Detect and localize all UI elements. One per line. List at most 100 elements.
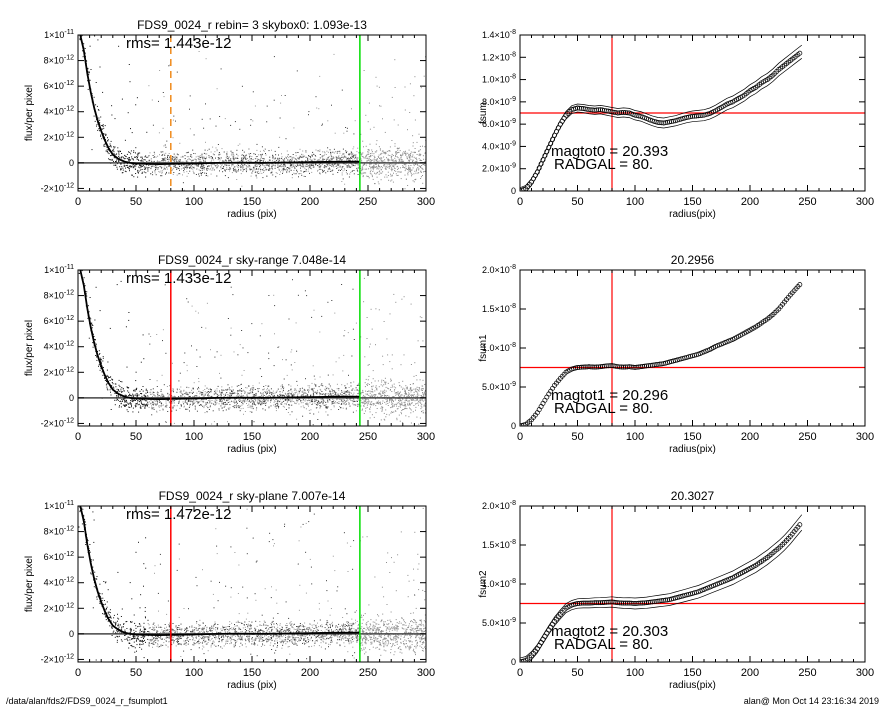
scatter-point (273, 391, 274, 392)
scatter-point (164, 155, 165, 156)
scatter-point (424, 146, 425, 147)
scatter-point (101, 138, 102, 139)
scatter-point (198, 159, 199, 160)
scatter-point (249, 169, 250, 170)
scatter-point (380, 150, 381, 151)
scatter-point (239, 144, 240, 145)
scatter-point (331, 105, 332, 106)
scatter-point (408, 416, 409, 417)
scatter-point (410, 384, 411, 385)
scatter-point (190, 128, 191, 129)
scatter-point (385, 168, 386, 169)
scatter-point (107, 137, 108, 138)
scatter-point (414, 165, 415, 166)
scatter-point (351, 164, 352, 165)
scatter-point (111, 395, 112, 396)
scatter-point (94, 97, 95, 98)
scatter-point (393, 412, 394, 413)
scatter-point (417, 142, 418, 143)
scatter-point (168, 161, 169, 162)
scatter-point (421, 160, 422, 161)
scatter-point (394, 386, 395, 387)
scatter-point (269, 395, 270, 396)
scatter-point (261, 160, 262, 161)
scatter-point (389, 396, 390, 397)
scatter-point (127, 443, 128, 444)
scatter-point (306, 169, 307, 170)
scatter-point (196, 156, 197, 157)
scatter-point (169, 157, 170, 158)
scatter-point (394, 404, 395, 405)
scatter-point (158, 101, 159, 102)
scatter-point (250, 153, 251, 154)
scatter-point (376, 166, 377, 167)
scatter-point (226, 409, 227, 410)
scatter-point (256, 150, 257, 151)
scatter-point (138, 412, 139, 413)
scatter-point (134, 157, 135, 158)
scatter-point (327, 402, 328, 403)
scatter-point (233, 154, 234, 155)
scatter-point (283, 387, 284, 388)
scatter-point (102, 375, 103, 376)
scatter-point (283, 166, 284, 167)
scatter-point (131, 150, 132, 151)
scatter-point (187, 365, 188, 366)
scatter-point (99, 120, 100, 121)
scatter-point (143, 404, 144, 405)
scatter-point (152, 407, 153, 408)
scatter-point (347, 167, 348, 168)
scatter-point (140, 405, 141, 406)
scatter-point (153, 125, 154, 126)
scatter-point (160, 161, 161, 162)
scatter-point (423, 159, 424, 160)
scatter-point (159, 70, 160, 71)
scatter-point (98, 118, 99, 119)
scatter-point (197, 389, 198, 390)
scatter-point (393, 155, 394, 156)
scatter-point (162, 151, 163, 152)
scatter-point (145, 172, 146, 173)
scatter-point (356, 323, 357, 324)
scatter-point (398, 157, 399, 158)
scatter-point (260, 393, 261, 394)
scatter-point (372, 414, 373, 415)
scatter-point (194, 168, 195, 169)
scatter-point (344, 330, 345, 331)
scatter-point (320, 165, 321, 166)
scatter-point (353, 382, 354, 383)
scatter-point (226, 161, 227, 162)
scatter-point (267, 106, 268, 107)
scatter-point (103, 146, 104, 147)
scatter-point (353, 146, 354, 147)
scatter-point (361, 392, 362, 393)
scatter-point (133, 390, 134, 391)
scatter-point (334, 216, 335, 217)
scatter-point (367, 407, 368, 408)
scatter-point (188, 156, 189, 157)
scatter-point (132, 132, 133, 133)
scatter-point (219, 373, 220, 374)
y-tick-label: 8×10-12 (44, 55, 75, 66)
scatter-point (314, 384, 315, 385)
scatter-point (389, 155, 390, 156)
scatter-point (333, 164, 334, 165)
scatter-point (149, 401, 150, 402)
scatter-point (388, 388, 389, 389)
y-tick-label: 6×10-12 (44, 80, 75, 91)
scatter-point (391, 160, 392, 161)
scatter-point (226, 153, 227, 154)
scatter-point (219, 152, 220, 153)
scatter-point (297, 171, 298, 172)
scatter-point (392, 97, 393, 98)
scatter-point (398, 172, 399, 173)
scatter-point (388, 172, 389, 173)
scatter-point (174, 157, 175, 158)
scatter-point (424, 405, 425, 406)
scatter-point (422, 175, 423, 176)
scatter-point (223, 161, 224, 162)
scatter-point (388, 405, 389, 406)
scatter-point (147, 157, 148, 158)
scatter-point (331, 401, 332, 402)
scatter-point (362, 403, 363, 404)
